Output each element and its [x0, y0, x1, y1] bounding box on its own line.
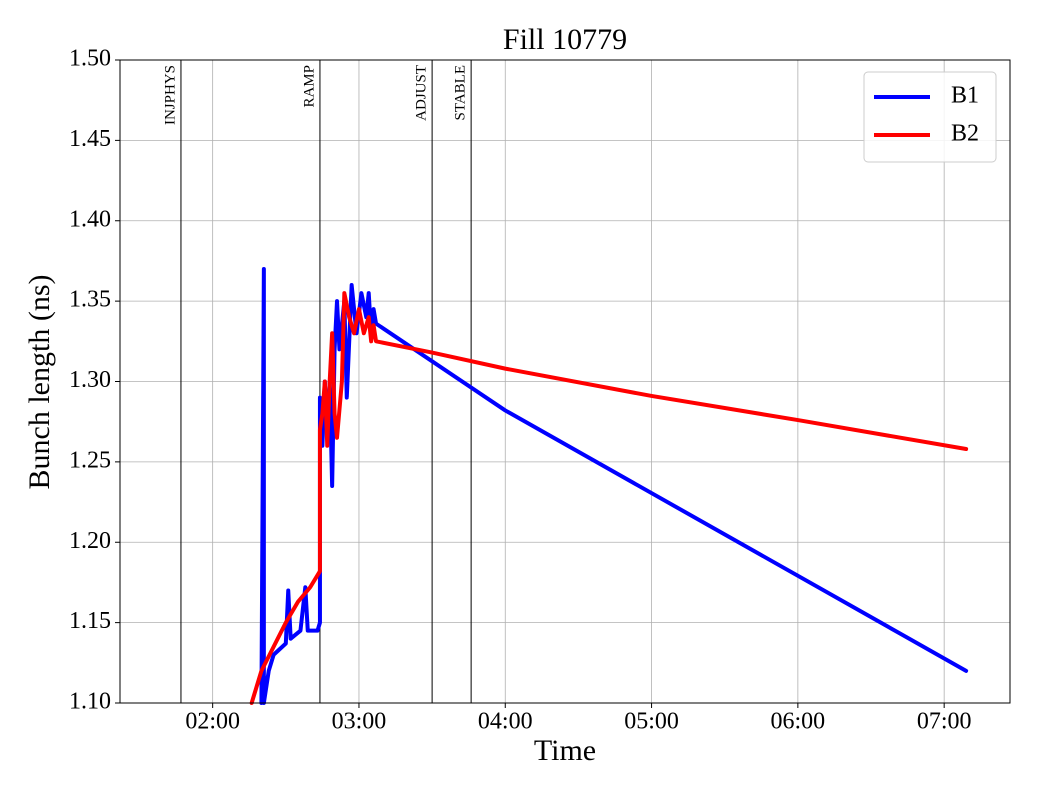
y-tick-label: 1.35 — [69, 287, 111, 313]
y-tick-label: 1.20 — [69, 528, 111, 554]
x-tick-label: 06:00 — [771, 709, 826, 735]
x-tick-label: 07:00 — [917, 709, 972, 735]
y-tick-label: 1.30 — [69, 367, 111, 393]
plot-frame — [119, 59, 1011, 704]
y-tick-label: 1.40 — [69, 206, 111, 232]
x-axis-label: Time — [534, 734, 596, 767]
chart-title: Fill 10779 — [503, 23, 627, 56]
x-tick-label: 02:00 — [185, 709, 240, 735]
y-tick-label: 1.15 — [69, 608, 111, 634]
y-tick-label: 1.10 — [69, 689, 111, 715]
y-tick-label: 1.50 — [69, 46, 111, 72]
legend-label: B2 — [951, 121, 979, 147]
series-line — [249, 291, 969, 705]
event-label: STABLE — [453, 65, 469, 120]
y-axis-label: Bunch length (ns) — [23, 275, 56, 490]
y-tick-label: 1.25 — [69, 447, 111, 473]
y-tick-label: 1.45 — [69, 126, 111, 152]
event-label: INJPHYS — [162, 65, 178, 125]
event-label: ADJUST — [414, 65, 430, 121]
event-label: RAMP — [301, 65, 317, 108]
series-line — [259, 266, 969, 705]
x-tick-label: 03:00 — [332, 709, 387, 735]
legend-box — [863, 71, 997, 163]
x-tick-label: 04:00 — [478, 709, 533, 735]
x-tick-label: 05:00 — [624, 709, 679, 735]
legend-label: B1 — [951, 83, 979, 109]
